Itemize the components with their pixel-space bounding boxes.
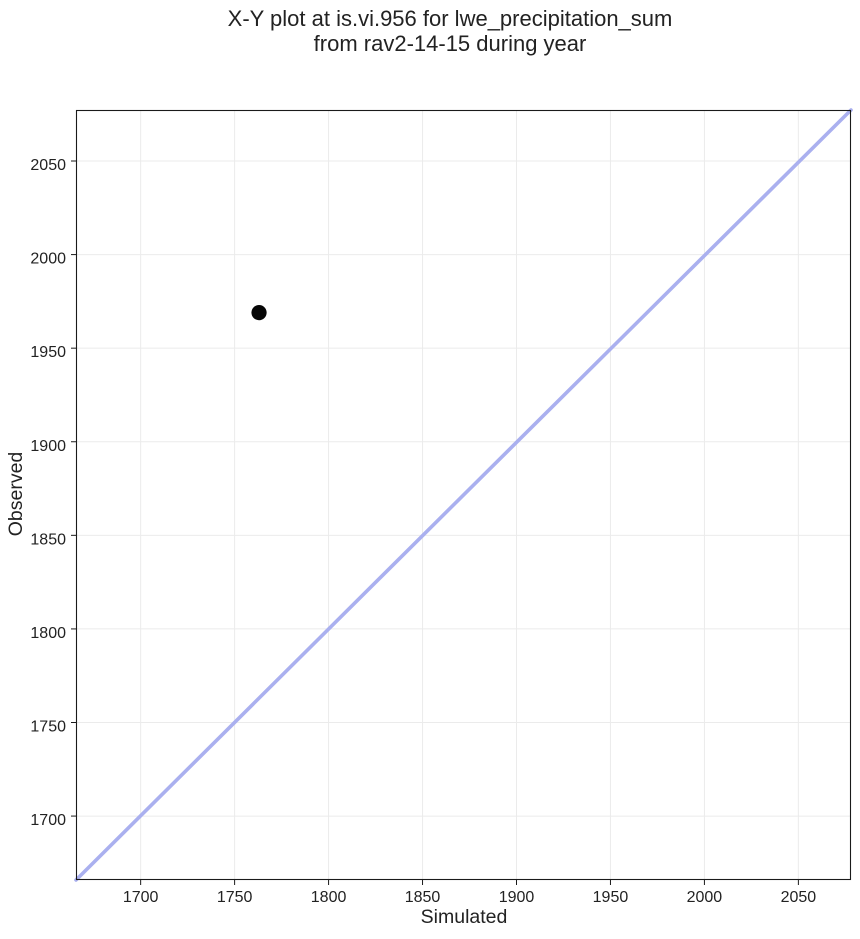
svg-text:1750: 1750 [217, 889, 253, 906]
svg-text:1900: 1900 [499, 889, 535, 906]
svg-text:1800: 1800 [311, 889, 347, 906]
svg-text:2000: 2000 [687, 889, 723, 906]
svg-text:2050: 2050 [30, 157, 66, 174]
svg-text:1750: 1750 [30, 719, 66, 736]
svg-text:1950: 1950 [593, 889, 629, 906]
svg-text:1850: 1850 [405, 889, 441, 906]
svg-text:2000: 2000 [30, 251, 66, 268]
svg-text:1700: 1700 [123, 889, 159, 906]
svg-text:1950: 1950 [30, 344, 66, 361]
svg-text:1700: 1700 [30, 812, 66, 829]
svg-text:2050: 2050 [781, 889, 817, 906]
svg-text:1800: 1800 [30, 625, 66, 642]
svg-text:1900: 1900 [30, 438, 66, 455]
svg-text:1850: 1850 [30, 531, 66, 548]
